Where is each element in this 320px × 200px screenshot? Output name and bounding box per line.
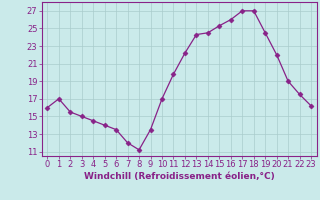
X-axis label: Windchill (Refroidissement éolien,°C): Windchill (Refroidissement éolien,°C) xyxy=(84,172,275,181)
